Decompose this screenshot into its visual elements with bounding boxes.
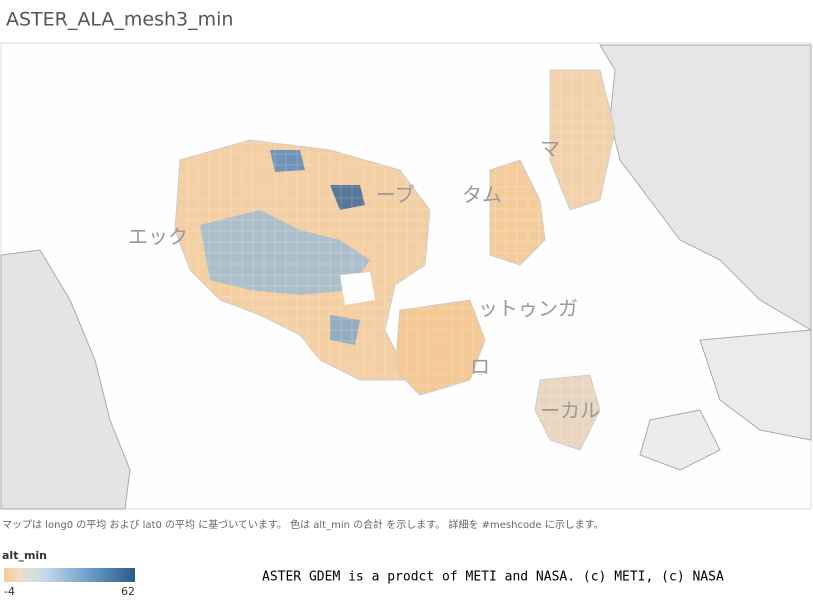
- place-label: マ: [540, 137, 560, 161]
- place-labels: エック ーブ タム マ ットゥンガ ロ ーカル: [128, 137, 600, 423]
- place-label: エック: [128, 225, 188, 249]
- legend-max: 62: [121, 585, 135, 598]
- title: ASTER_ALA_mesh3_min: [6, 9, 233, 31]
- place-label: ットゥンガ: [478, 297, 578, 321]
- map: [0, 42, 812, 510]
- place-label: ーカル: [540, 399, 600, 423]
- place-label: タム: [462, 183, 502, 207]
- legend-ramp: [4, 568, 135, 582]
- place-label: ロ: [470, 355, 490, 379]
- caption: マップは long0 の平均 および lat0 の平均 に基づいています。 色は…: [2, 518, 604, 531]
- legend-title: alt_min: [2, 549, 47, 562]
- legend-min: -4: [4, 585, 15, 598]
- place-label: ーブ: [376, 183, 415, 207]
- credit: ASTER GDEM is a prodct of METI and NASA.…: [262, 570, 724, 585]
